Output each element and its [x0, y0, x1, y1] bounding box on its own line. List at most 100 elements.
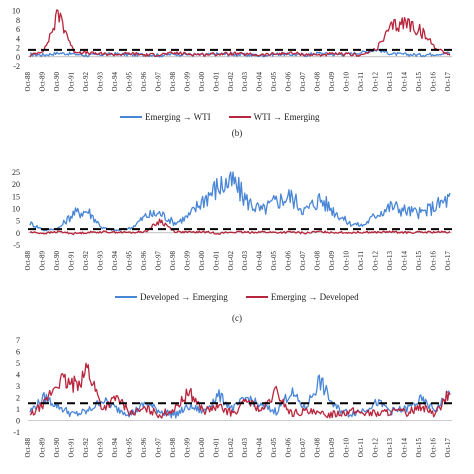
x-tick-label: Oct-90 [53, 72, 61, 92]
x-tick-label: Oct-00 [198, 251, 206, 271]
x-tick-label: Oct-01 [212, 72, 220, 92]
x-tick-label: Oct-95 [125, 72, 133, 92]
x-tick-label: Oct-90 [53, 438, 61, 458]
x-tick-label: Oct-16 [430, 438, 438, 458]
x-tick-label: Oct-06 [285, 438, 293, 458]
x-tick-label: Oct-93 [96, 251, 104, 271]
y-tick-label: 2 [16, 44, 20, 53]
x-tick-label: Oct-12 [372, 72, 380, 92]
x-tick-label: Oct-15 [415, 251, 423, 271]
x-tick-label: Oct-92 [82, 438, 90, 458]
x-tick-label: Oct-99 [183, 251, 191, 271]
x-tick-label: Oct-05 [270, 72, 278, 92]
x-tick-label: Oct-16 [430, 251, 438, 271]
y-tick-label: -2 [13, 62, 20, 71]
series-line-blue [29, 171, 451, 232]
x-tick-label: Oct-92 [82, 72, 90, 92]
legend-label: Developed → Emerging [140, 292, 228, 302]
x-tick-label: Oct-04 [256, 72, 264, 92]
x-tick-label: Oct-09 [328, 251, 336, 271]
x-tick-label: Oct-15 [415, 72, 423, 92]
x-tick-label: Oct-13 [386, 438, 394, 458]
x-tick-label: Oct-91 [67, 251, 75, 271]
x-tick-label: Oct-88 [24, 438, 32, 458]
series-line-red [29, 9, 451, 58]
x-tick-label: Oct-03 [241, 251, 249, 271]
x-tick-label: Oct-03 [241, 72, 249, 92]
legend-item-b-red: Emerging → Developed [245, 292, 359, 302]
x-tick-label: Oct-96 [140, 251, 148, 271]
x-tick-label: Oct-07 [299, 438, 307, 458]
y-tick-label: 0 [16, 229, 20, 238]
x-tick-label: Oct-02 [227, 251, 235, 271]
x-tick-label: Oct-99 [183, 438, 191, 458]
y-tick-label: 2 [16, 394, 20, 403]
y-tick-label: 1 [16, 405, 20, 414]
x-tick-label: Oct-11 [357, 438, 365, 458]
x-tick-label: Oct-04 [256, 251, 264, 271]
x-tick-label: Oct-02 [227, 438, 235, 458]
series-line-red [29, 362, 451, 419]
x-tick-label: Oct-05 [270, 251, 278, 271]
x-tick-label: Oct-89 [38, 251, 46, 271]
x-tick-label: Oct-94 [111, 72, 119, 92]
x-tick-label: Oct-95 [125, 438, 133, 458]
x-tick-label: Oct-13 [386, 251, 394, 271]
x-tick-label: Oct-93 [96, 72, 104, 92]
x-tick-label: Oct-05 [270, 438, 278, 458]
x-tick-label: Oct-12 [372, 438, 380, 458]
x-tick-label: Oct-98 [169, 72, 177, 92]
x-tick-label: Oct-01 [212, 251, 220, 271]
y-tick-label: 4 [16, 371, 20, 380]
x-tick-label: Oct-13 [386, 72, 394, 92]
x-tick-label: Oct-96 [140, 72, 148, 92]
y-tick-label: 3 [16, 382, 20, 391]
x-tick-label: Oct-10 [343, 438, 351, 458]
x-tick-label: Oct-17 [444, 251, 452, 271]
series-line-blue [29, 374, 451, 419]
x-tick-label: Oct-14 [401, 438, 409, 458]
x-tick-label: Oct-92 [82, 251, 90, 271]
y-tick-label: 25 [12, 168, 20, 177]
y-tick-label: 15 [12, 192, 20, 201]
x-tick-label: Oct-06 [285, 251, 293, 271]
legend-panel-b: Developed → Emerging Emerging → Develope… [115, 292, 373, 302]
x-tick-label: Oct-00 [198, 72, 206, 92]
x-tick-label: Oct-11 [357, 251, 365, 271]
x-tick-label: Oct-91 [67, 438, 75, 458]
y-tick-label: 6 [16, 348, 20, 357]
y-tick-label: 10 [12, 7, 20, 16]
y-tick-label: -1 [13, 428, 20, 437]
x-tick-label: Oct-09 [328, 72, 336, 92]
y-tick-label: 5 [16, 217, 20, 226]
series-line-red [29, 218, 451, 236]
legend-item-b-blue: Developed → Emerging [115, 292, 228, 302]
x-tick-label: Oct-03 [241, 438, 249, 458]
x-tick-label: Oct-08 [314, 72, 322, 92]
x-tick-label: Oct-17 [444, 438, 452, 458]
x-tick-label: Oct-08 [314, 251, 322, 271]
y-tick-label: 5 [16, 359, 20, 368]
x-tick-label: Oct-07 [299, 72, 307, 92]
x-tick-label: Oct-88 [24, 72, 32, 92]
x-tick-label: Oct-97 [154, 72, 162, 92]
panel-label-c: (c) [232, 313, 242, 323]
x-tick-label: Oct-06 [285, 72, 293, 92]
panel-label-b: (b) [231, 128, 243, 138]
x-tick-label: Oct-04 [256, 438, 264, 458]
x-tick-label: Oct-90 [53, 251, 61, 271]
x-tick-label: Oct-96 [140, 438, 148, 458]
x-tick-label: Oct-89 [38, 438, 46, 458]
legend-swatch-red [245, 296, 268, 298]
y-tick-label: 8 [16, 16, 20, 25]
x-tick-label: Oct-88 [24, 251, 32, 271]
x-tick-label: Oct-10 [343, 251, 351, 271]
legend-swatch-red [228, 116, 251, 118]
x-tick-label: Oct-09 [328, 438, 336, 458]
x-tick-label: Oct-98 [169, 251, 177, 271]
y-tick-label: 20 [12, 180, 20, 189]
legend-swatch-blue [115, 296, 137, 298]
y-tick-label: 0 [16, 53, 20, 62]
x-tick-label: Oct-14 [401, 72, 409, 92]
